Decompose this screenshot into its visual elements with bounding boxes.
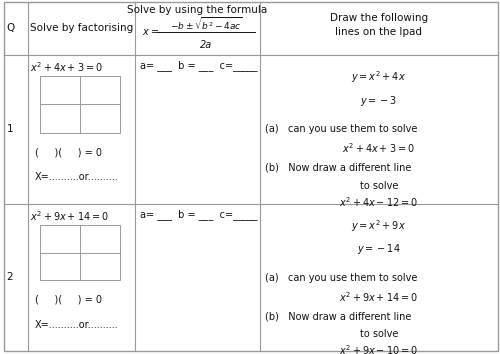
Bar	[40, 225, 120, 280]
Text: (b)   Now draw a different line: (b) Now draw a different line	[265, 163, 412, 173]
Text: $x^2 + 9x + 14 = 0$: $x^2 + 9x + 14 = 0$	[30, 209, 109, 223]
Text: Solve by factorising: Solve by factorising	[30, 23, 133, 33]
Text: (     )(     ) = 0: ( )( ) = 0	[35, 147, 102, 157]
Text: X=..........or..........: X=..........or..........	[35, 320, 119, 330]
Text: (b)   Now draw a different line: (b) Now draw a different line	[265, 312, 412, 321]
Text: x =: x =	[142, 27, 160, 37]
Text: $x^2 + 9x + 14 = 0$: $x^2 + 9x + 14 = 0$	[340, 290, 418, 304]
Text: (     )(     ) = 0: ( )( ) = 0	[35, 295, 102, 305]
Text: $y = -3$: $y = -3$	[360, 94, 398, 108]
Text: X=..........or..........: X=..........or..........	[35, 172, 119, 182]
Text: $x^2 + 4x + 3 = 0$: $x^2 + 4x + 3 = 0$	[30, 60, 102, 74]
Text: Draw the following
lines on the Ipad: Draw the following lines on the Ipad	[330, 13, 428, 37]
Text: 1: 1	[6, 124, 13, 134]
Text: $-b \pm \sqrt{b^2 - 4ac}$: $-b \pm \sqrt{b^2 - 4ac}$	[170, 16, 243, 34]
Text: to solve: to solve	[360, 329, 398, 339]
Text: $x^2 + 4x + 3 = 0$: $x^2 + 4x + 3 = 0$	[342, 142, 415, 155]
Text: a= ___  b = ___  c=_____: a= ___ b = ___ c=_____	[140, 209, 258, 220]
Text: 2a: 2a	[200, 40, 212, 50]
Text: (a)   can you use them to solve: (a) can you use them to solve	[265, 124, 418, 134]
Text: Q: Q	[6, 23, 15, 33]
Text: (a)   can you use them to solve: (a) can you use them to solve	[265, 273, 418, 282]
Text: to solve: to solve	[360, 181, 398, 190]
Text: 2: 2	[6, 272, 13, 282]
Text: $x^2 + 9x -10 = 0$: $x^2 + 9x -10 = 0$	[340, 343, 418, 354]
Text: $y= x^2 + 4x$: $y= x^2 + 4x$	[352, 69, 406, 85]
Text: $y = -14$: $y = -14$	[357, 242, 401, 257]
Text: $y = x^2 + 9x$: $y = x^2 + 9x$	[352, 218, 406, 234]
Text: $x^2 + 4x -12 = 0$: $x^2 + 4x -12 = 0$	[340, 195, 418, 209]
Bar	[40, 76, 120, 133]
Text: a= ___  b = ___  c=_____: a= ___ b = ___ c=_____	[140, 60, 258, 71]
Text: Solve by using the formula: Solve by using the formula	[128, 5, 268, 15]
